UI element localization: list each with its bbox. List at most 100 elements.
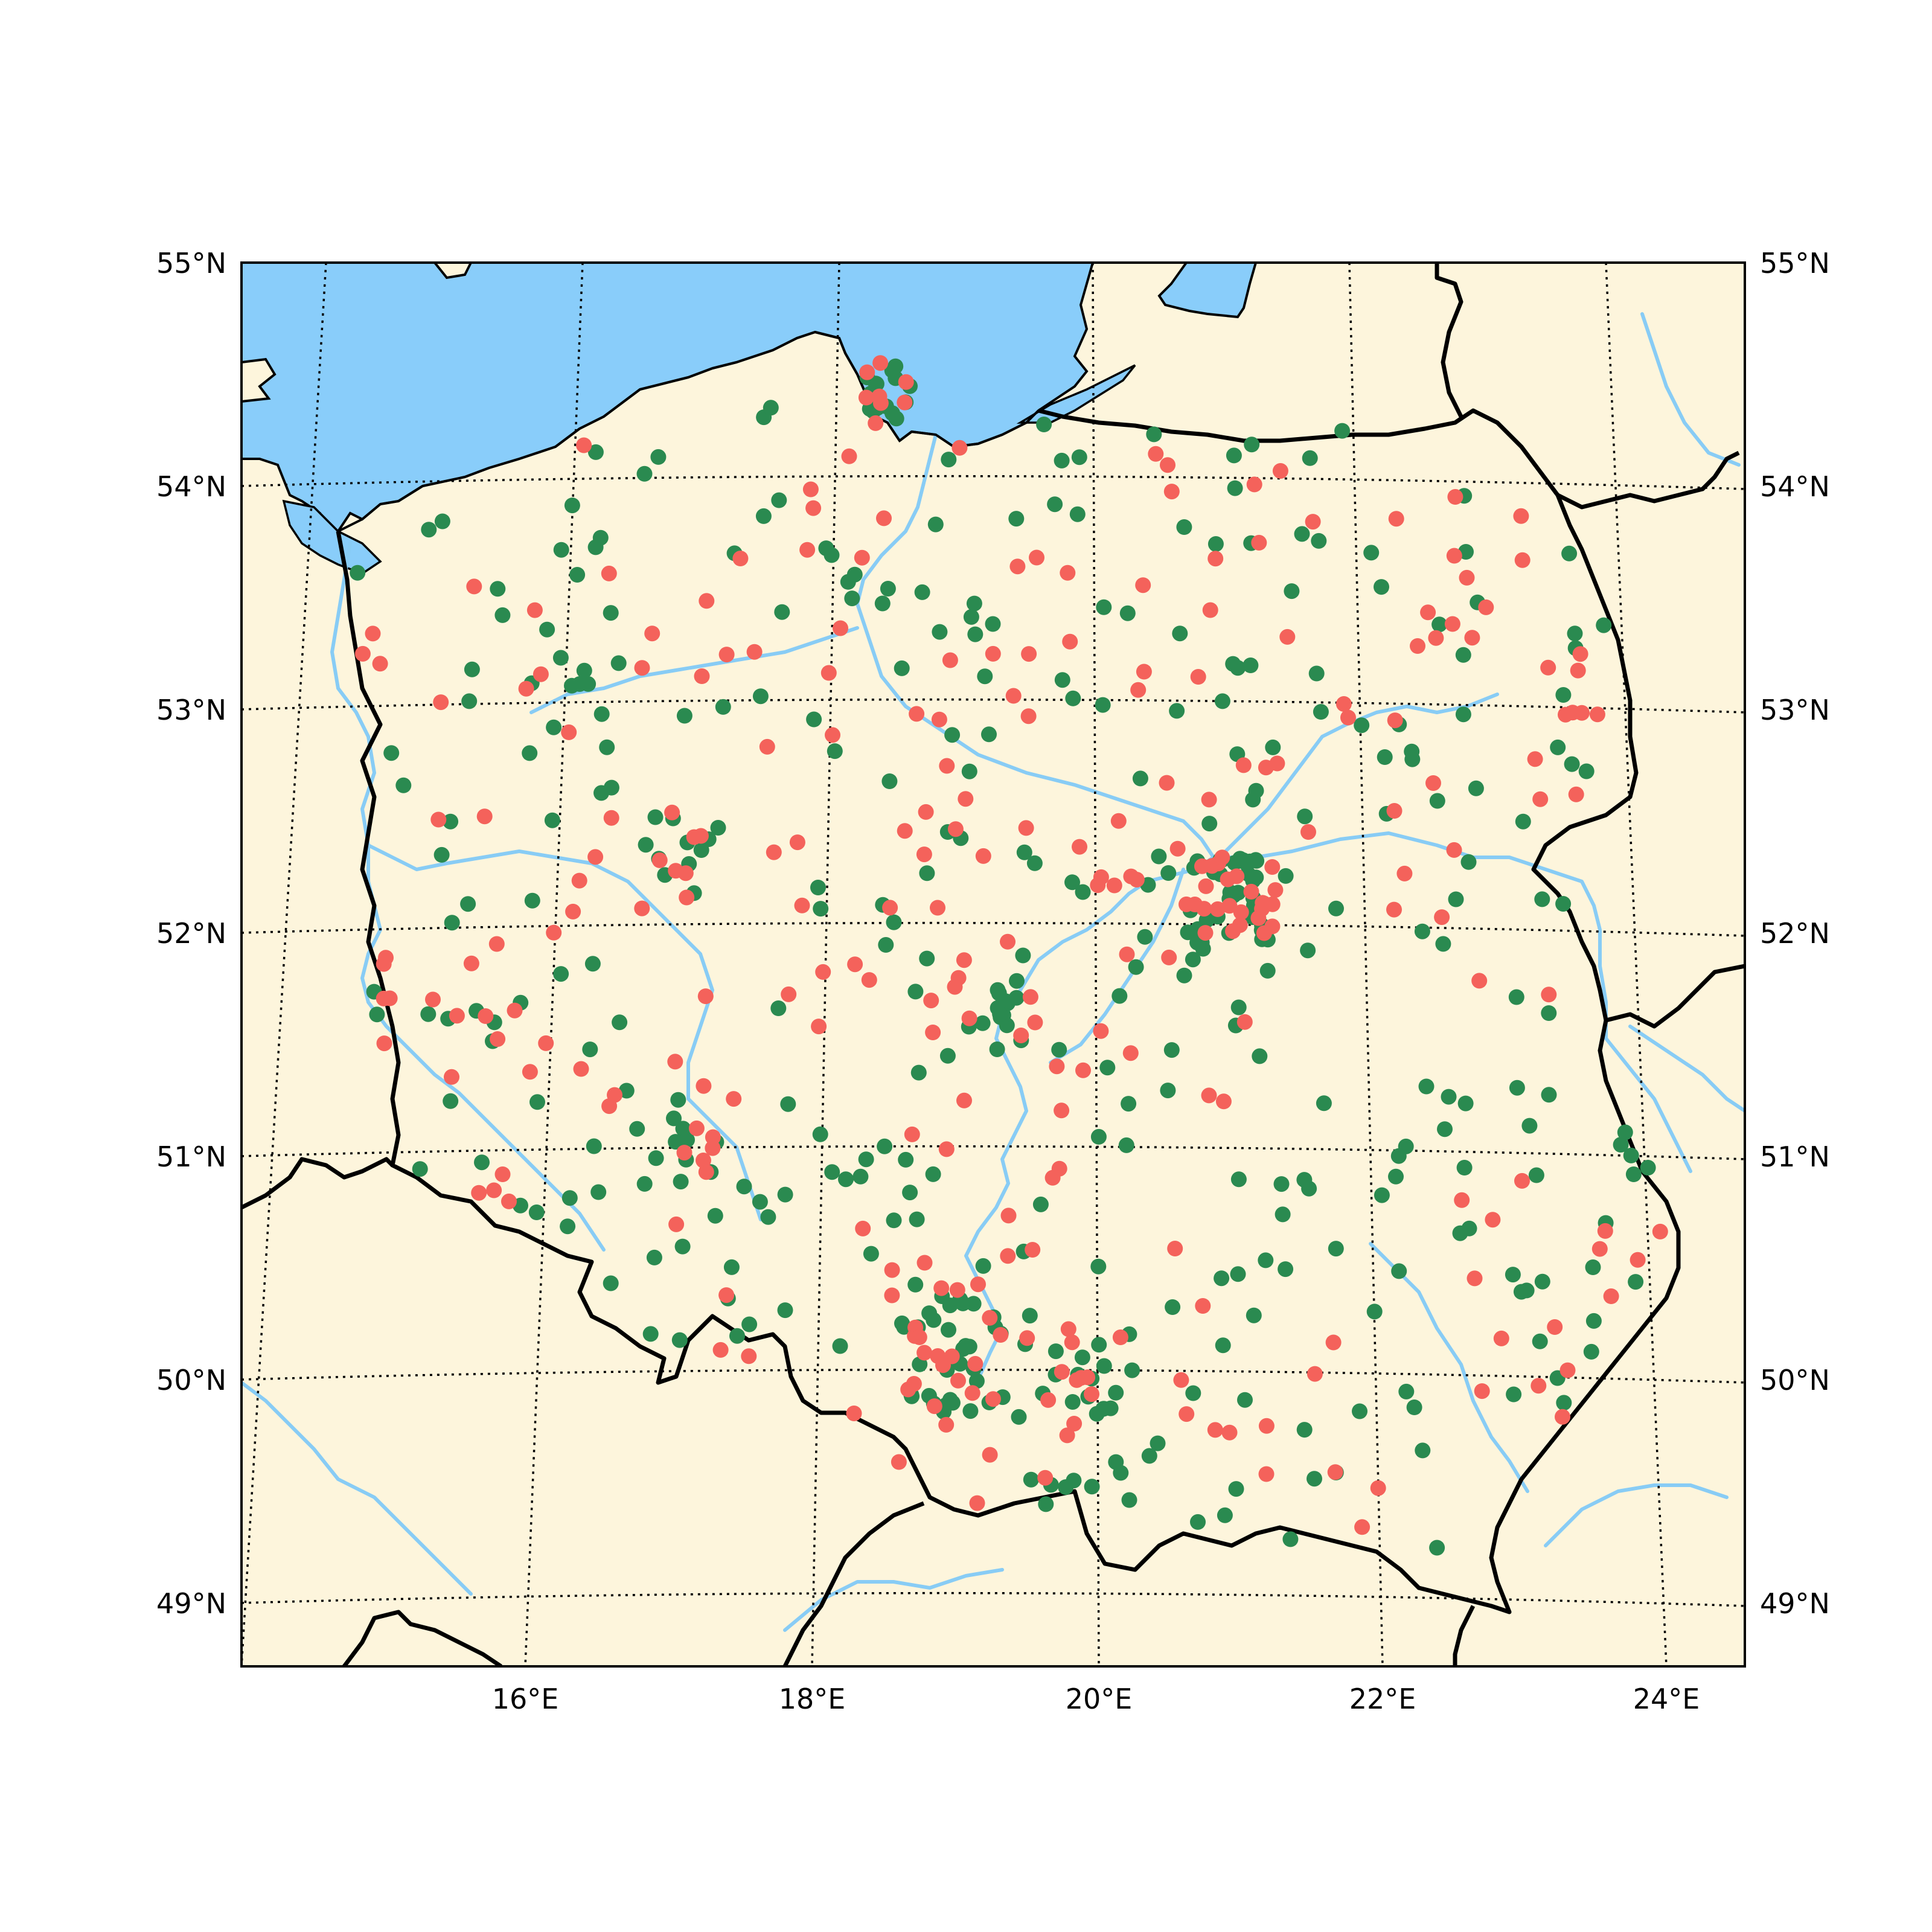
station-marker-green: [1585, 1259, 1601, 1275]
border-czech-slovakia: [782, 1501, 925, 1666]
station-marker-green: [1578, 763, 1595, 779]
station-marker-green: [1300, 942, 1316, 959]
station-marker-green: [553, 966, 569, 982]
station-marker-red: [705, 1140, 721, 1156]
border-austria: [342, 1610, 502, 1666]
station-marker-red: [1235, 757, 1252, 773]
station-marker-green: [1567, 625, 1583, 642]
station-marker-green: [569, 567, 586, 583]
station-marker-red: [644, 625, 661, 642]
station-marker-red: [766, 844, 782, 860]
station-marker-red: [565, 903, 581, 920]
station-marker-red: [1514, 552, 1531, 568]
station-marker-red: [1396, 865, 1413, 881]
station-marker-green: [461, 693, 478, 709]
station-marker-red: [876, 510, 892, 526]
river-east-belarus: [1628, 1025, 1745, 1113]
land-area: [242, 263, 1745, 1666]
station-marker-green: [494, 607, 511, 623]
station-marker-green: [1244, 437, 1260, 453]
station-marker-green: [464, 661, 480, 677]
station-marker-green: [553, 542, 569, 558]
station-marker-green: [564, 497, 580, 514]
station-marker-green: [1160, 1083, 1176, 1099]
station-marker-green: [560, 1218, 576, 1235]
station-marker-green: [881, 773, 898, 789]
station-marker-red: [1305, 514, 1321, 530]
station-marker-red: [1214, 849, 1230, 866]
station-marker-green: [1506, 1386, 1522, 1403]
station-marker-green: [925, 1166, 941, 1182]
river-slovakia: [783, 1568, 1004, 1632]
station-marker-green: [1297, 808, 1313, 825]
station-marker-green: [638, 837, 654, 853]
station-marker-green: [752, 1194, 768, 1210]
station-marker-green: [1296, 1172, 1313, 1188]
station-marker-green: [1128, 959, 1144, 975]
station-marker-red: [1478, 599, 1494, 615]
station-marker-red: [956, 952, 972, 968]
station-marker-green: [1352, 1403, 1367, 1419]
station-marker-red: [1559, 1362, 1576, 1378]
station-marker-red: [1169, 840, 1186, 857]
station-marker-green: [763, 400, 779, 416]
station-marker-red: [1255, 895, 1271, 911]
station-marker-green: [1296, 1422, 1313, 1438]
station-marker-green: [1455, 706, 1471, 723]
station-marker-green: [671, 1332, 688, 1348]
station-marker-green: [1528, 1167, 1544, 1183]
station-marker-red: [935, 1357, 951, 1374]
station-marker-green: [1391, 1263, 1407, 1279]
station-marker-red: [587, 849, 604, 865]
station-marker-red: [1161, 949, 1177, 965]
station-marker-green: [707, 1208, 723, 1224]
station-marker-green: [1307, 1471, 1322, 1487]
station-marker-red: [900, 1381, 916, 1398]
station-marker-green: [1406, 1399, 1422, 1415]
station-marker-red: [1454, 1192, 1470, 1208]
station-marker-red: [718, 647, 735, 663]
station-marker-red: [382, 990, 398, 1006]
border-russia-lithuania: [1435, 263, 1463, 418]
station-marker-red: [1527, 751, 1543, 767]
station-marker-red: [463, 955, 479, 971]
station-marker-green: [599, 739, 615, 755]
station-marker-red: [1540, 659, 1556, 676]
lat-labels-right: 55°N 54°N 53°N 52°N 51°N 50°N 49°N: [1760, 247, 1830, 1620]
station-marker-green: [1628, 1274, 1644, 1290]
river-warta: [366, 843, 763, 1221]
station-marker-green: [1190, 1514, 1206, 1530]
station-marker-red: [970, 1276, 986, 1293]
station-marker-green: [1278, 868, 1294, 884]
station-marker-red: [1267, 882, 1284, 898]
station-marker-red: [1190, 669, 1206, 685]
station-marker-red: [975, 848, 991, 864]
station-marker-red: [697, 988, 714, 1005]
station-marker-green: [1176, 967, 1192, 984]
station-marker-green: [1051, 1041, 1067, 1058]
border-lithuania-belarus: [1556, 450, 1740, 510]
station-marker-red: [933, 1280, 950, 1296]
station-marker-green: [1226, 447, 1242, 464]
station-marker-green: [1429, 793, 1445, 809]
station-marker-green: [1230, 999, 1247, 1016]
station-marker-red: [898, 374, 914, 390]
station-marker-red: [478, 1008, 494, 1024]
station-marker-red: [985, 645, 1001, 662]
station-marker-red: [1603, 1288, 1619, 1304]
station-marker-red: [696, 1153, 711, 1168]
station-marker-red: [1159, 775, 1175, 791]
station-marker-red: [1000, 1208, 1017, 1224]
station-marker-red: [1060, 1321, 1076, 1337]
station-marker-green: [919, 950, 935, 967]
station-marker-red: [799, 542, 816, 558]
station-marker-red: [1446, 548, 1462, 564]
station-marker-green: [1099, 1060, 1116, 1076]
station-marker-green: [572, 676, 587, 692]
station-marker-red: [1093, 1023, 1109, 1039]
station-marker-green: [1069, 506, 1086, 522]
station-marker-green: [1388, 1168, 1404, 1185]
station-marker-green: [810, 880, 826, 895]
map-canvas: [242, 263, 1745, 1666]
station-marker-green: [1038, 1496, 1054, 1512]
